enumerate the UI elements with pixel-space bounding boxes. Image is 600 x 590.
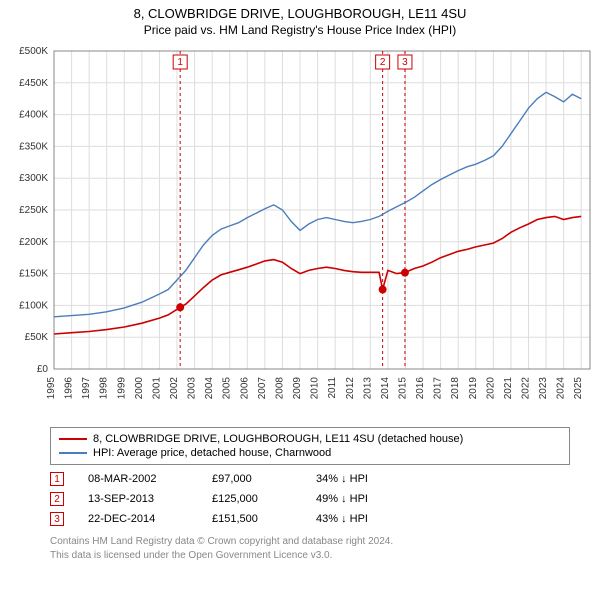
transaction-row: 3 22-DEC-2014 £151,500 43% ↓ HPI <box>50 509 570 529</box>
y-tick-label: £100K <box>19 300 48 311</box>
x-tick-label: 1996 <box>64 377 75 400</box>
x-tick-label: 2016 <box>415 377 426 400</box>
x-tick-label: 1999 <box>116 377 127 400</box>
transaction-price: £125,000 <box>212 493 292 505</box>
x-tick-label: 2018 <box>450 377 461 400</box>
chart-subtitle: Price paid vs. HM Land Registry's House … <box>0 23 600 37</box>
transaction-point <box>176 303 184 311</box>
footer-note: Contains HM Land Registry data © Crown c… <box>50 535 570 562</box>
y-tick-label: £400K <box>19 110 48 121</box>
y-tick-label: £300K <box>19 173 48 184</box>
x-tick-label: 2002 <box>169 377 180 400</box>
x-tick-label: 2000 <box>134 377 145 400</box>
y-tick-label: £250K <box>19 205 48 216</box>
titles: 8, CLOWBRIDGE DRIVE, LOUGHBOROUGH, LE11 … <box>0 0 600 39</box>
x-tick-label: 2021 <box>503 377 514 400</box>
legend-label: HPI: Average price, detached house, Char… <box>93 447 331 459</box>
transaction-marker-number: 2 <box>380 57 386 68</box>
y-tick-label: £200K <box>19 237 48 248</box>
x-tick-label: 2008 <box>274 377 285 400</box>
x-tick-label: 2017 <box>433 377 444 400</box>
chart-container: 8, CLOWBRIDGE DRIVE, LOUGHBOROUGH, LE11 … <box>0 0 600 562</box>
x-tick-label: 2011 <box>327 377 338 399</box>
x-tick-label: 2014 <box>380 377 391 400</box>
x-tick-label: 2024 <box>556 377 567 400</box>
x-tick-label: 1998 <box>99 377 110 400</box>
transaction-point <box>401 269 409 277</box>
legend-swatch <box>59 452 87 454</box>
transaction-date: 08-MAR-2002 <box>88 473 188 485</box>
x-tick-label: 2003 <box>187 377 198 400</box>
transaction-price: £151,500 <box>212 513 292 525</box>
transaction-delta: 43% ↓ HPI <box>316 513 368 525</box>
y-tick-label: £50K <box>25 332 49 343</box>
y-tick-label: £500K <box>19 46 48 57</box>
transaction-marker-icon: 2 <box>50 492 64 506</box>
legend-row: 8, CLOWBRIDGE DRIVE, LOUGHBOROUGH, LE11 … <box>59 432 561 446</box>
legend: 8, CLOWBRIDGE DRIVE, LOUGHBOROUGH, LE11 … <box>50 427 570 465</box>
legend-row: HPI: Average price, detached house, Char… <box>59 446 561 460</box>
y-tick-label: £150K <box>19 269 48 280</box>
transaction-marker-icon: 3 <box>50 512 64 526</box>
chart-area: £0 £50K £100K £150K £200K £250K £300K £350K £400… <box>0 39 600 419</box>
footer-line-1: Contains HM Land Registry data © Crown c… <box>50 535 570 549</box>
y-tick-label: £350K <box>19 141 48 152</box>
legend-swatch <box>59 438 87 440</box>
x-tick-label: 2012 <box>345 377 356 400</box>
footer-line-2: This data is licensed under the Open Gov… <box>50 549 570 563</box>
transaction-point <box>379 286 387 294</box>
x-tick-label: 2006 <box>239 377 250 400</box>
transaction-price: £97,000 <box>212 473 292 485</box>
x-tick-label: 2020 <box>485 377 496 400</box>
transaction-date: 13-SEP-2013 <box>88 493 188 505</box>
x-tick-label: 2013 <box>362 377 373 400</box>
x-tick-label: 2023 <box>538 377 549 400</box>
x-tick-label: 2010 <box>310 377 321 400</box>
transaction-row: 2 13-SEP-2013 £125,000 49% ↓ HPI <box>50 489 570 509</box>
x-tick-label: 2005 <box>222 377 233 400</box>
x-tick-label: 2022 <box>520 377 531 400</box>
transaction-marker-icon: 1 <box>50 472 64 486</box>
y-tick-label: £450K <box>19 78 48 89</box>
transaction-delta: 49% ↓ HPI <box>316 493 368 505</box>
x-tick-label: 1997 <box>81 377 92 400</box>
x-tick-label: 2007 <box>257 377 268 400</box>
chart-title: 8, CLOWBRIDGE DRIVE, LOUGHBOROUGH, LE11 … <box>0 6 600 21</box>
x-tick-label: 2004 <box>204 377 215 400</box>
x-tick-label: 2015 <box>397 377 408 400</box>
x-tick-label: 2025 <box>573 377 584 400</box>
transaction-delta: 34% ↓ HPI <box>316 473 368 485</box>
x-tick-label: 2019 <box>468 377 479 400</box>
transaction-date: 22-DEC-2014 <box>88 513 188 525</box>
chart-svg: £0 £50K £100K £150K £200K £250K £300K £350K £400… <box>0 39 600 419</box>
x-tick-label: 1995 <box>46 377 57 400</box>
transactions-table: 1 08-MAR-2002 £97,000 34% ↓ HPI 2 13-SEP-2013… <box>50 469 570 529</box>
transaction-marker-number: 1 <box>177 57 183 68</box>
legend-label: 8, CLOWBRIDGE DRIVE, LOUGHBOROUGH, LE11 … <box>93 433 463 445</box>
transaction-row: 1 08-MAR-2002 £97,000 34% ↓ HPI <box>50 469 570 489</box>
y-tick-label: £0 <box>37 364 49 375</box>
transaction-marker-number: 3 <box>402 57 408 68</box>
x-tick-label: 2009 <box>292 377 303 400</box>
x-tick-label: 2001 <box>151 377 162 400</box>
